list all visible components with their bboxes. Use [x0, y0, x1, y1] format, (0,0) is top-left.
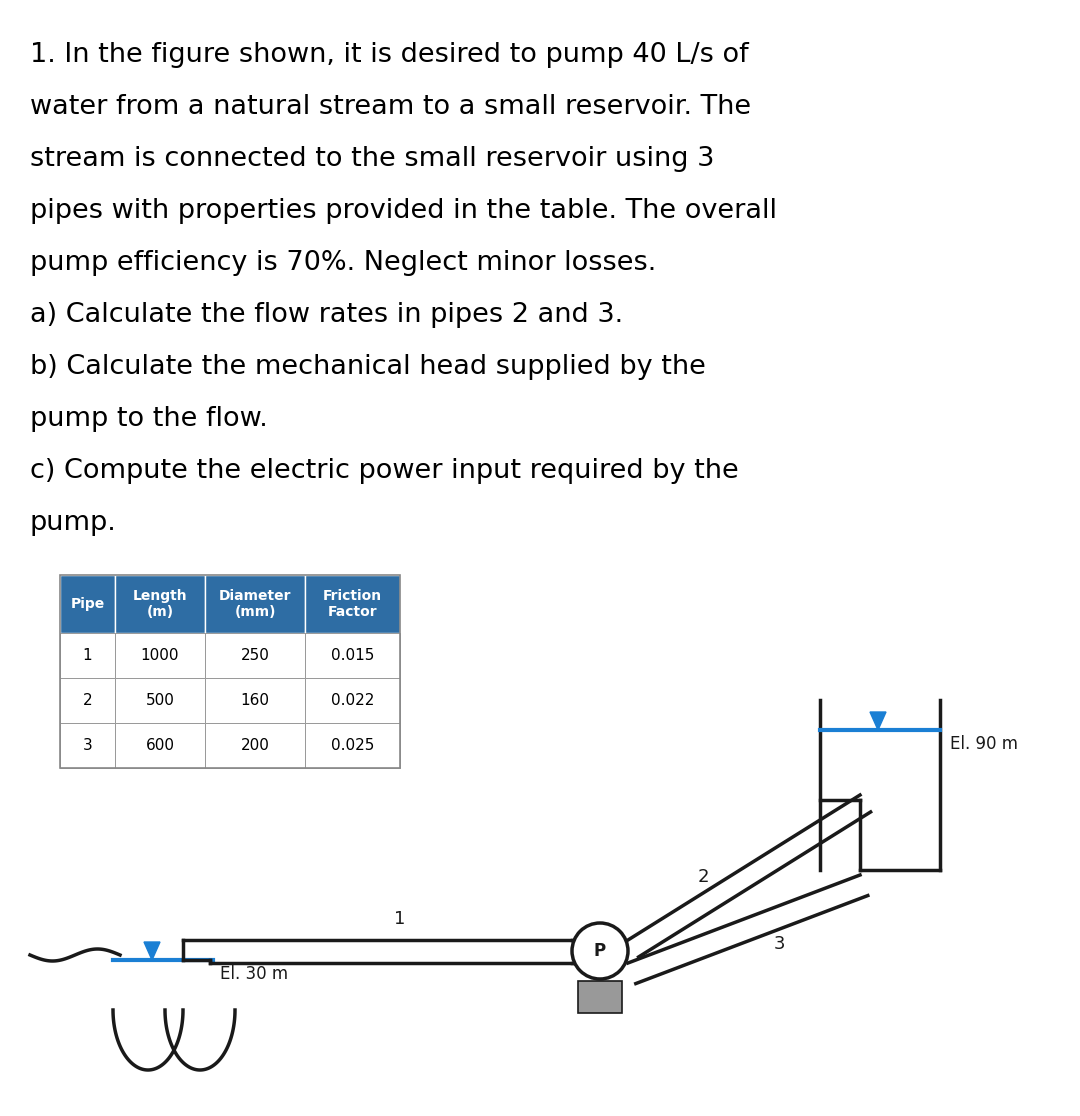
Bar — [114, 575, 205, 633]
Text: pump.: pump. — [30, 510, 117, 536]
Text: 1000: 1000 — [140, 648, 179, 663]
Text: 2: 2 — [83, 693, 92, 708]
Bar — [60, 633, 114, 679]
Bar — [205, 633, 305, 679]
Text: 0.015: 0.015 — [330, 648, 374, 663]
Text: Diameter
(mm): Diameter (mm) — [219, 589, 292, 619]
Bar — [60, 679, 114, 723]
Text: b) Calculate the mechanical head supplied by the: b) Calculate the mechanical head supplie… — [30, 354, 706, 381]
Text: 1: 1 — [394, 910, 406, 929]
Text: water from a natural stream to a small reservoir. The: water from a natural stream to a small r… — [30, 94, 751, 121]
Text: 1: 1 — [83, 648, 92, 663]
Text: 160: 160 — [241, 693, 270, 708]
Text: a) Calculate the flow rates in pipes 2 and 3.: a) Calculate the flow rates in pipes 2 a… — [30, 302, 623, 328]
Polygon shape — [144, 942, 160, 960]
Bar — [205, 723, 305, 768]
Text: Friction
Factor: Friction Factor — [323, 589, 382, 619]
Text: Pipe: Pipe — [70, 597, 105, 610]
Bar — [305, 633, 400, 679]
Bar — [305, 679, 400, 723]
Text: pump to the flow.: pump to the flow. — [30, 406, 268, 432]
Text: 600: 600 — [146, 738, 175, 753]
Text: El. 30 m: El. 30 m — [220, 965, 288, 983]
Text: 0.022: 0.022 — [330, 693, 374, 708]
Text: c) Compute the electric power input required by the: c) Compute the electric power input requ… — [30, 458, 739, 484]
Text: El. 90 m: El. 90 m — [950, 735, 1018, 753]
Text: 200: 200 — [241, 738, 269, 753]
Text: 2: 2 — [698, 868, 708, 886]
Bar — [114, 633, 205, 679]
Text: 250: 250 — [241, 648, 269, 663]
Text: Length
(m): Length (m) — [133, 589, 187, 619]
Text: 3: 3 — [774, 935, 785, 953]
Text: P: P — [594, 942, 606, 960]
Text: 0.025: 0.025 — [330, 738, 374, 753]
Bar — [305, 723, 400, 768]
Bar — [60, 723, 114, 768]
Bar — [60, 575, 400, 768]
Text: stream is connected to the small reservoir using 3: stream is connected to the small reservo… — [30, 146, 714, 172]
Bar — [305, 575, 400, 633]
Bar — [205, 575, 305, 633]
Text: 500: 500 — [146, 693, 175, 708]
Text: pipes with properties provided in the table. The overall: pipes with properties provided in the ta… — [30, 198, 777, 224]
Polygon shape — [870, 712, 886, 730]
Text: pump efficiency is 70%. Neglect minor losses.: pump efficiency is 70%. Neglect minor lo… — [30, 250, 657, 276]
Bar — [114, 723, 205, 768]
Circle shape — [572, 923, 627, 979]
Bar — [205, 679, 305, 723]
Bar — [114, 679, 205, 723]
Text: 1. In the figure shown, it is desired to pump 40 L/s of: 1. In the figure shown, it is desired to… — [30, 42, 748, 68]
Bar — [578, 981, 622, 1013]
Text: 3: 3 — [83, 738, 93, 753]
Bar — [60, 575, 114, 633]
